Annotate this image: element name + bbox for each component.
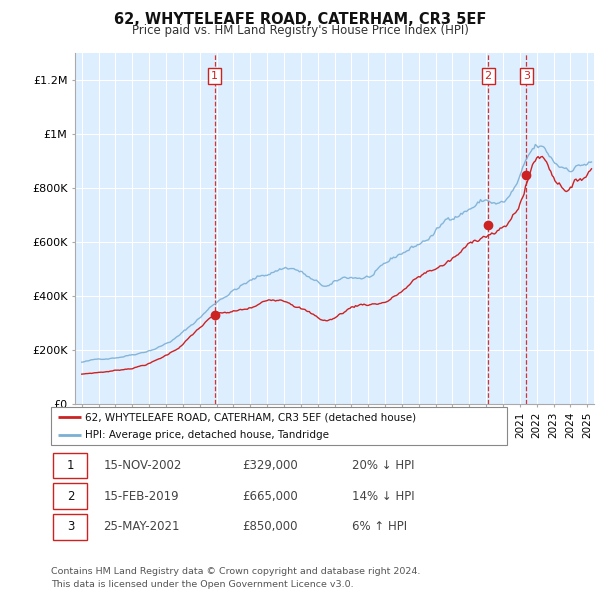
Text: 1: 1 (67, 459, 74, 472)
Text: 20% ↓ HPI: 20% ↓ HPI (352, 459, 415, 472)
Text: 2: 2 (67, 490, 74, 503)
Text: 1: 1 (211, 71, 218, 81)
Text: 3: 3 (67, 520, 74, 533)
Text: 15-NOV-2002: 15-NOV-2002 (103, 459, 182, 472)
Text: 6% ↑ HPI: 6% ↑ HPI (352, 520, 407, 533)
FancyBboxPatch shape (53, 483, 88, 509)
Text: 3: 3 (523, 71, 530, 81)
Text: HPI: Average price, detached house, Tandridge: HPI: Average price, detached house, Tand… (85, 430, 329, 440)
Text: 62, WHYTELEAFE ROAD, CATERHAM, CR3 5EF (detached house): 62, WHYTELEAFE ROAD, CATERHAM, CR3 5EF (… (85, 412, 416, 422)
Text: This data is licensed under the Open Government Licence v3.0.: This data is licensed under the Open Gov… (51, 580, 353, 589)
Text: 2: 2 (485, 71, 492, 81)
Text: £329,000: £329,000 (242, 459, 298, 472)
FancyBboxPatch shape (53, 514, 88, 540)
Text: Contains HM Land Registry data © Crown copyright and database right 2024.: Contains HM Land Registry data © Crown c… (51, 567, 421, 576)
Text: 25-MAY-2021: 25-MAY-2021 (103, 520, 180, 533)
Text: Price paid vs. HM Land Registry's House Price Index (HPI): Price paid vs. HM Land Registry's House … (131, 24, 469, 37)
Text: £665,000: £665,000 (242, 490, 298, 503)
Text: 15-FEB-2019: 15-FEB-2019 (103, 490, 179, 503)
Text: 14% ↓ HPI: 14% ↓ HPI (352, 490, 415, 503)
Text: 62, WHYTELEAFE ROAD, CATERHAM, CR3 5EF: 62, WHYTELEAFE ROAD, CATERHAM, CR3 5EF (114, 12, 486, 27)
Text: £850,000: £850,000 (242, 520, 298, 533)
FancyBboxPatch shape (53, 453, 88, 478)
